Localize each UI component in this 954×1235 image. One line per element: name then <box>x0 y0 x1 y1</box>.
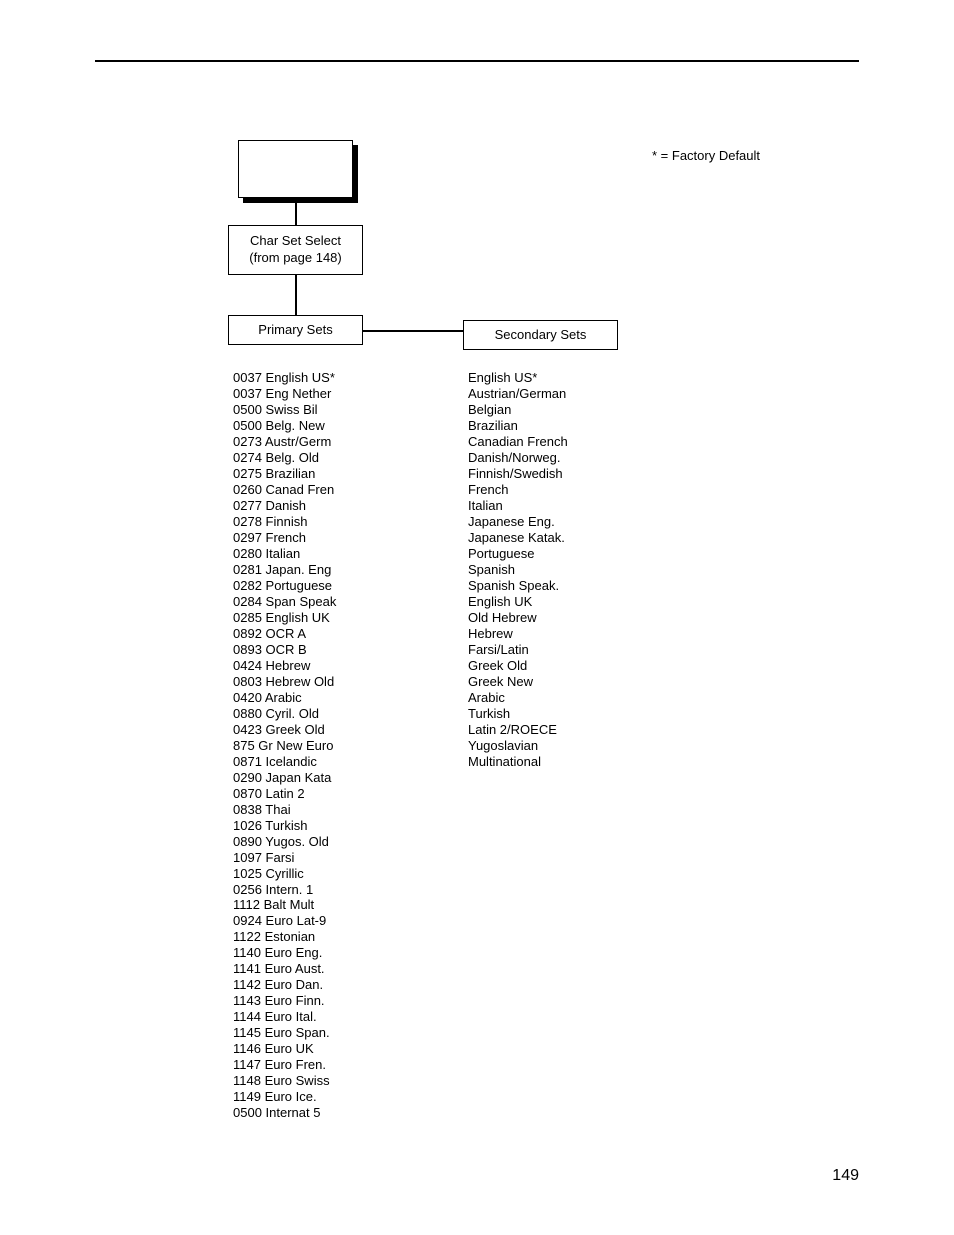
list-item: English US* <box>468 370 668 386</box>
list-item: 0297 French <box>233 530 433 546</box>
list-item: Danish/Norweg. <box>468 450 668 466</box>
list-item: 1146 Euro UK <box>233 1041 433 1057</box>
list-item: 0277 Danish <box>233 498 433 514</box>
connector-line <box>363 330 463 332</box>
list-item: 0803 Hebrew Old <box>233 674 433 690</box>
secondary-sets-box: Secondary Sets <box>463 320 618 350</box>
list-item: 0423 Greek Old <box>233 722 433 738</box>
header-rule <box>95 60 859 62</box>
charset-line2: (from page 148) <box>249 250 342 267</box>
secondary-sets-label: Secondary Sets <box>495 327 587 344</box>
list-item: 1122 Estonian <box>233 929 433 945</box>
list-item: Greek New <box>468 674 668 690</box>
list-item: English UK <box>468 594 668 610</box>
list-item: Multinational <box>468 754 668 770</box>
list-item: 0260 Canad Fren <box>233 482 433 498</box>
connector-line <box>295 198 297 225</box>
primary-sets-list: 0037 English US*0037 Eng Nether0500 Swis… <box>233 370 433 1121</box>
list-item: Finnish/Swedish <box>468 466 668 482</box>
list-item: Italian <box>468 498 668 514</box>
list-item: 0838 Thai <box>233 802 433 818</box>
list-item: 0290 Japan Kata <box>233 770 433 786</box>
list-item: 0285 English UK <box>233 610 433 626</box>
secondary-sets-list: English US*Austrian/GermanBelgianBrazili… <box>468 370 668 770</box>
list-item: 1025 Cyrillic <box>233 866 433 882</box>
list-item: 1097 Farsi <box>233 850 433 866</box>
list-item: Turkish <box>468 706 668 722</box>
list-item: Austrian/German <box>468 386 668 402</box>
list-item: 0500 Belg. New <box>233 418 433 434</box>
list-item: 0256 Intern. 1 <box>233 882 433 898</box>
list-item: 0281 Japan. Eng <box>233 562 433 578</box>
list-item: Japanese Katak. <box>468 530 668 546</box>
list-item: 0892 OCR A <box>233 626 433 642</box>
list-item: 0273 Austr/Germ <box>233 434 433 450</box>
list-item: 1147 Euro Fren. <box>233 1057 433 1073</box>
list-item: Spanish Speak. <box>468 578 668 594</box>
primary-sets-box: Primary Sets <box>228 315 363 345</box>
list-item: 0420 Arabic <box>233 690 433 706</box>
list-item: Arabic <box>468 690 668 706</box>
list-item: 1141 Euro Aust. <box>233 961 433 977</box>
list-item: 1144 Euro Ital. <box>233 1009 433 1025</box>
list-item: 0871 Icelandic <box>233 754 433 770</box>
charset-line1: Char Set Select <box>250 233 341 250</box>
list-item: 0890 Yugos. Old <box>233 834 433 850</box>
list-item: 0037 Eng Nether <box>233 386 433 402</box>
list-item: 0278 Finnish <box>233 514 433 530</box>
top-box <box>238 140 353 198</box>
list-item: Latin 2/ROECE <box>468 722 668 738</box>
list-item: 0284 Span Speak <box>233 594 433 610</box>
list-item: 0924 Euro Lat-9 <box>233 913 433 929</box>
list-item: 1143 Euro Finn. <box>233 993 433 1009</box>
list-item: 1149 Euro Ice. <box>233 1089 433 1105</box>
list-item: Canadian French <box>468 434 668 450</box>
list-item: Greek Old <box>468 658 668 674</box>
list-item: Farsi/Latin <box>468 642 668 658</box>
list-item: 0274 Belg. Old <box>233 450 433 466</box>
list-item: 0275 Brazilian <box>233 466 433 482</box>
list-item: 0870 Latin 2 <box>233 786 433 802</box>
list-item: 1145 Euro Span. <box>233 1025 433 1041</box>
menu-tree-diagram: Char Set Select (from page 148) Primary … <box>228 140 728 1140</box>
list-item: 0893 OCR B <box>233 642 433 658</box>
page-number: 149 <box>832 1167 859 1185</box>
list-item: 0500 Internat 5 <box>233 1105 433 1121</box>
list-item: 0037 English US* <box>233 370 433 386</box>
list-item: Hebrew <box>468 626 668 642</box>
list-item: Old Hebrew <box>468 610 668 626</box>
list-item: 1026 Turkish <box>233 818 433 834</box>
list-item: 1148 Euro Swiss <box>233 1073 433 1089</box>
list-item: Spanish <box>468 562 668 578</box>
list-item: 875 Gr New Euro <box>233 738 433 754</box>
list-item: Belgian <box>468 402 668 418</box>
primary-sets-label: Primary Sets <box>258 322 332 339</box>
list-item: 1112 Balt Mult <box>233 897 433 913</box>
list-item: 0424 Hebrew <box>233 658 433 674</box>
list-item: 0280 Italian <box>233 546 433 562</box>
list-item: Yugoslavian <box>468 738 668 754</box>
list-item: 0500 Swiss Bil <box>233 402 433 418</box>
connector-line <box>295 275 297 315</box>
charset-select-box: Char Set Select (from page 148) <box>228 225 363 275</box>
list-item: 0880 Cyril. Old <box>233 706 433 722</box>
list-item: 1140 Euro Eng. <box>233 945 433 961</box>
list-item: 0282 Portuguese <box>233 578 433 594</box>
list-item: Brazilian <box>468 418 668 434</box>
list-item: Japanese Eng. <box>468 514 668 530</box>
list-item: Portuguese <box>468 546 668 562</box>
list-item: 1142 Euro Dan. <box>233 977 433 993</box>
list-item: French <box>468 482 668 498</box>
